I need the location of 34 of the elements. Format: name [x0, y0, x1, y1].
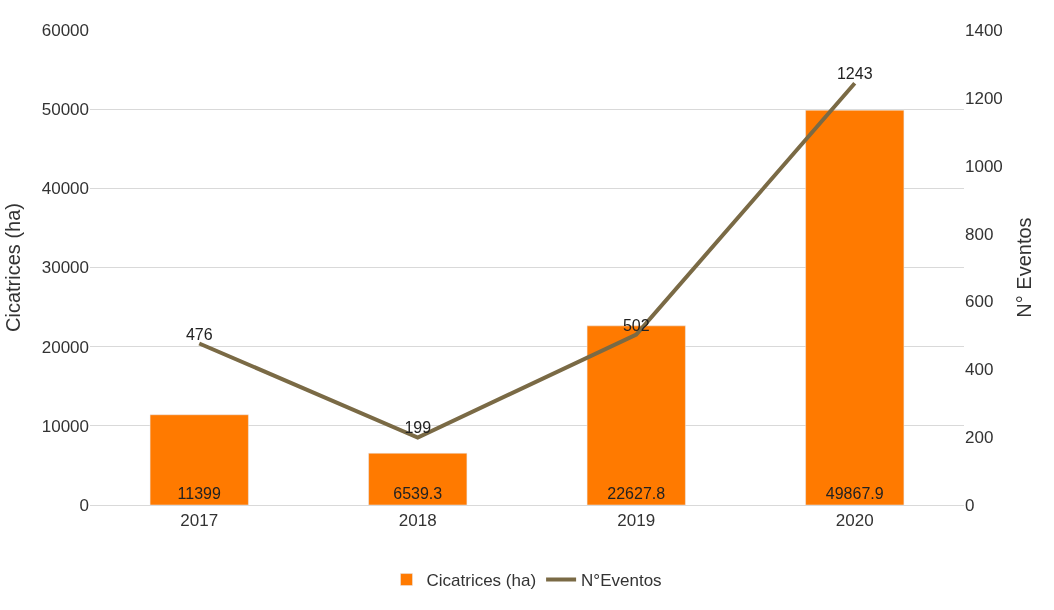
y-tick-label: 20000: [41, 337, 89, 357]
data-label: 1243: [836, 65, 873, 83]
y2-tick-label: 0: [965, 495, 975, 515]
data-label: 199: [404, 419, 432, 437]
data-label: 49867.9: [825, 485, 884, 502]
legend-label: N°Eventos: [581, 571, 662, 591]
y-tick-label: 50000: [41, 100, 89, 120]
data-label: 6539.3: [393, 485, 443, 502]
bar: [149, 414, 249, 505]
y2-axis-title: N° Eventos: [1013, 217, 1036, 318]
y2-tick-label: 1200: [965, 88, 1003, 108]
bar: [805, 109, 905, 505]
y-tick-label: 0: [79, 495, 89, 515]
x-tick-label: 2018: [398, 511, 437, 531]
y-tick-label: 40000: [41, 179, 89, 199]
x-tick-label: 2020: [835, 511, 874, 531]
y-axis-title: Cicatrices (ha): [2, 203, 25, 332]
y-tick-label: 10000: [41, 416, 89, 436]
data-label: 22627.8: [607, 485, 666, 502]
data-label: 11399: [177, 485, 221, 502]
data-label: 476: [185, 325, 213, 343]
bar: [368, 452, 468, 505]
y2-tick-label: 800: [965, 224, 994, 244]
y-tick-label: 60000: [41, 20, 89, 40]
data-label: 502: [622, 316, 650, 334]
x-tick-label: 2017: [180, 511, 219, 531]
y2-tick-label: 1400: [965, 20, 1003, 40]
y2-tick-label: 200: [965, 428, 994, 448]
y-tick-label: 30000: [41, 258, 89, 278]
y2-tick-label: 1000: [965, 156, 1003, 176]
y2-tick-label: 400: [965, 360, 994, 380]
x-tick-label: 2019: [617, 511, 656, 531]
legend-label: Cicatrices (ha): [426, 571, 537, 591]
y2-tick-label: 600: [965, 292, 994, 312]
